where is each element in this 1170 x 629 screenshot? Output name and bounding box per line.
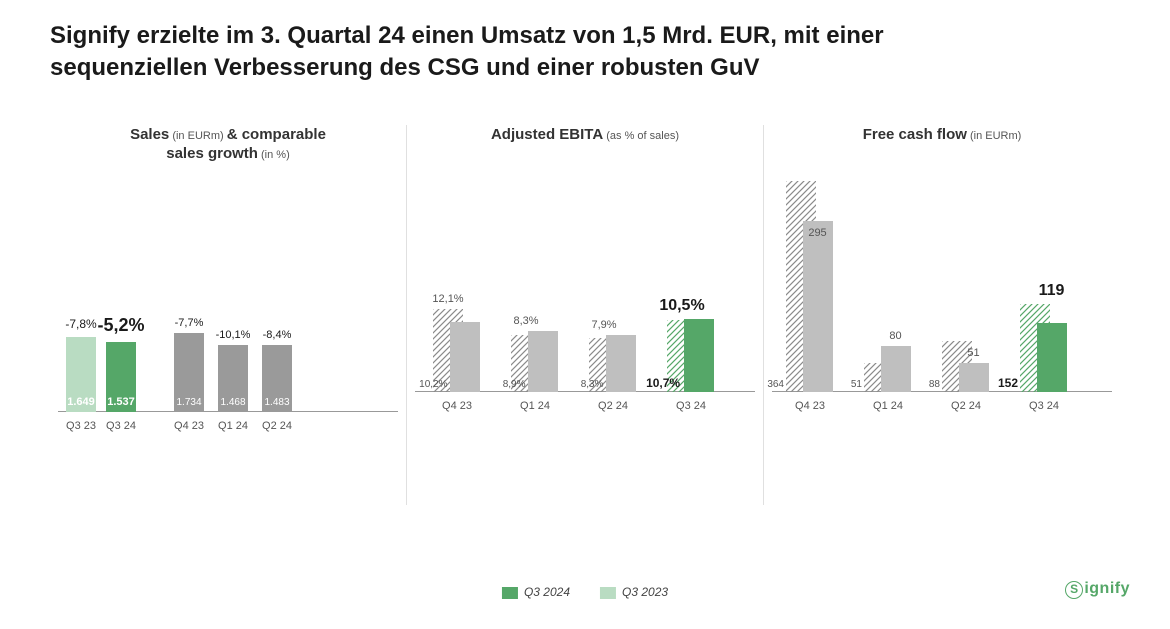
charts-row: Sales (in EURm) & comparable sales growt… (50, 125, 1120, 505)
ebita-panel: Adjusted EBITA (as % of sales) 12,1%10,2… (406, 125, 763, 505)
ebita-bar-front (684, 319, 714, 392)
fcf-plot: 364295Q4 235180Q1 248851Q2 24152119Q3 24 (772, 150, 1112, 460)
fcf-bar-front (1037, 323, 1067, 392)
ebita-title: Adjusted EBITA (as % of sales) (415, 125, 755, 145)
ebita-bar-front (528, 331, 558, 392)
sales-title: Sales (in EURm) & comparable sales growt… (58, 125, 398, 164)
fcf-bar-front (959, 363, 989, 393)
fcf-bar-front (803, 221, 833, 392)
fcf-title: Free cash flow (in EURm) (772, 125, 1112, 145)
legend-item-q3-2023: Q3 2023 (600, 585, 668, 599)
signify-logo: Signify (1065, 580, 1130, 599)
ebita-bar-front (606, 335, 636, 392)
fcf-bar-front (881, 346, 911, 392)
legend: Q3 2024 Q3 2023 (502, 585, 668, 599)
ebita-bar-front (450, 322, 480, 392)
sales-plot: 1.649-7,8%Q3 231.537-5,2%Q3 241.734-7,7%… (58, 170, 398, 480)
page-title: Signify erzielte im 3. Quartal 24 einen … (50, 20, 1030, 85)
legend-item-q3-2024: Q3 2024 (502, 585, 570, 599)
fcf-panel: Free cash flow (in EURm) 364295Q4 235180… (763, 125, 1120, 505)
ebita-plot: 12,1%10,2%Q4 238,3%8,9%Q1 247,9%8,3%Q2 2… (415, 150, 755, 460)
sales-panel: Sales (in EURm) & comparable sales growt… (50, 125, 406, 505)
